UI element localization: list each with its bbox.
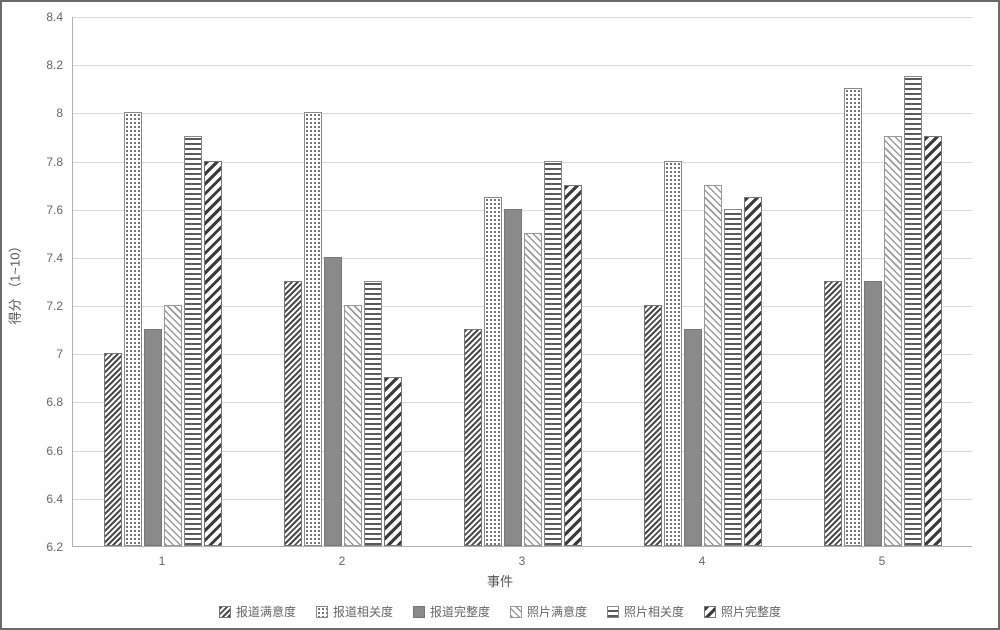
bar-group [284,112,402,546]
x-tick-label: 3 [519,554,526,568]
y-tick-label: 7.6 [23,203,63,217]
legend-label: 照片相关度 [624,603,684,620]
legend: 报道满意度 报道相关度 报道完整度 照片满意度 照片相关度 照片完整度 [2,603,998,620]
bar [344,305,362,546]
chart-frame: 得分 （1~10） 事件 报道满意度 报道相关度 报道完整度 照片满意度 照片相关度 照片… [0,0,1000,630]
bar [524,233,542,546]
y-tick-label: 8 [23,106,63,120]
legend-item: 报道满意度 [219,603,296,620]
legend-item: 照片完整度 [704,603,781,620]
legend-swatch [316,606,328,618]
y-tick-label: 6.2 [23,540,63,554]
bar [684,329,702,546]
legend-label: 报道相关度 [333,603,393,620]
legend-item: 照片满意度 [510,603,587,620]
legend-item: 报道相关度 [316,603,393,620]
bar [284,281,302,546]
bar [204,161,222,546]
bar-group [824,76,942,546]
legend-label: 报道完整度 [430,603,490,620]
y-axis-label: 得分 （1~10） [5,240,24,325]
gridline [73,17,972,18]
bar [664,161,682,546]
bar [724,209,742,546]
legend-swatch [704,606,716,618]
legend-swatch [219,606,231,618]
y-tick-label: 6.6 [23,444,63,458]
bar [184,136,202,546]
plot-area [72,17,972,547]
bar [564,185,582,546]
legend-swatch [510,606,522,618]
y-tick-label: 8.2 [23,58,63,72]
bar [844,88,862,546]
bar [144,329,162,546]
bar [504,209,522,546]
x-tick-label: 2 [339,554,346,568]
legend-label: 照片完整度 [721,603,781,620]
bar [304,112,322,546]
bar-group [104,112,222,546]
legend-swatch [607,606,619,618]
bar [924,136,942,546]
bar [484,197,502,546]
bar [544,161,562,546]
bar [884,136,902,546]
x-axis-label: 事件 [2,571,998,590]
bar-group [644,161,762,546]
bar [104,353,122,546]
bar [364,281,382,546]
y-tick-label: 6.4 [23,492,63,506]
bar [324,257,342,546]
y-tick-label: 7.8 [23,155,63,169]
bar [384,377,402,546]
bar [704,185,722,546]
x-tick-label: 1 [159,554,166,568]
y-tick-label: 6.8 [23,395,63,409]
legend-swatch [413,606,425,618]
bar [824,281,842,546]
gridline [73,65,972,66]
legend-label: 报道满意度 [236,603,296,620]
bar [464,329,482,546]
legend-item: 报道完整度 [413,603,490,620]
bar [744,197,762,546]
y-tick-label: 7 [23,347,63,361]
legend-item: 照片相关度 [607,603,684,620]
bar [904,76,922,546]
bar [124,112,142,546]
y-tick-label: 7.2 [23,299,63,313]
bar [864,281,882,546]
x-tick-label: 4 [699,554,706,568]
legend-label: 照片满意度 [527,603,587,620]
bar [164,305,182,546]
x-tick-label: 5 [879,554,886,568]
y-tick-label: 8.4 [23,10,63,24]
bar-group [464,161,582,546]
y-tick-label: 7.4 [23,251,63,265]
bar [644,305,662,546]
